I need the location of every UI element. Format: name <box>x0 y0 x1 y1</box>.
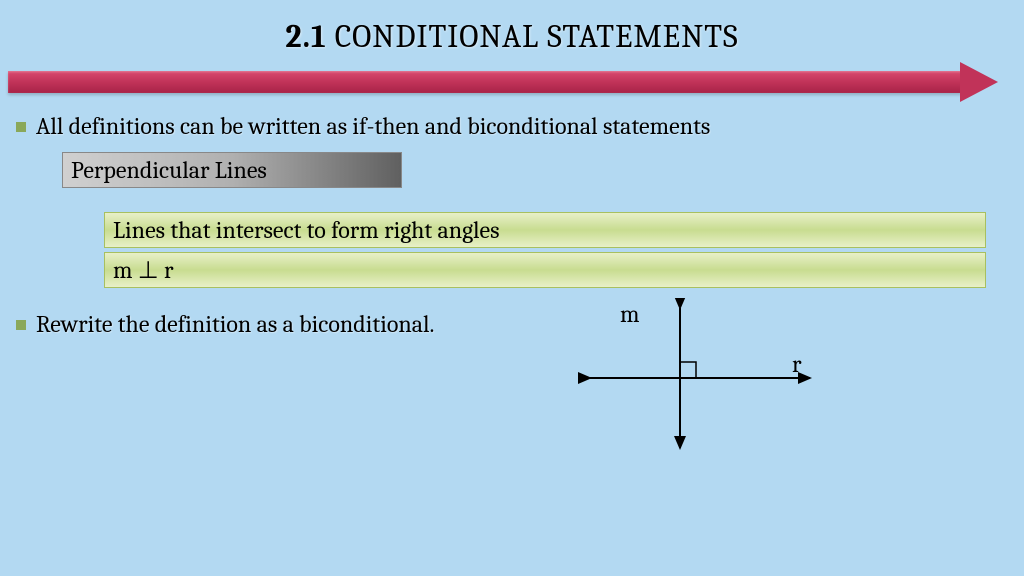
section-number: 2.1 <box>285 18 326 55</box>
perpendicular-diagram <box>570 298 830 458</box>
bullet-text-2: Rewrite the definition as a biconditiona… <box>36 310 435 338</box>
horizontal-arrow <box>8 68 998 96</box>
bullet-icon <box>16 122 26 132</box>
slide-title: 2.1 CONDITIONAL STATEMENTS <box>0 0 1024 55</box>
bullet-item-2: Rewrite the definition as a biconditiona… <box>16 310 435 338</box>
term-box: Perpendicular Lines <box>62 152 402 188</box>
title-text: CONDITIONAL STATEMENTS <box>335 18 739 55</box>
arrow-body <box>8 71 968 93</box>
arrow-head-icon <box>960 62 998 102</box>
bullet-item-1: All definitions can be written as if-the… <box>16 112 710 140</box>
bullet-icon <box>16 320 26 330</box>
term-text: Perpendicular Lines <box>71 156 267 184</box>
definition-box-2: m ⊥ r <box>104 252 986 288</box>
definition-text-1: Lines that intersect to form right angle… <box>113 216 500 244</box>
definition-box-1: Lines that intersect to form right angle… <box>104 212 986 248</box>
definition-text-2: m ⊥ r <box>113 256 173 284</box>
bullet-text-1: All definitions can be written as if-the… <box>36 112 710 140</box>
